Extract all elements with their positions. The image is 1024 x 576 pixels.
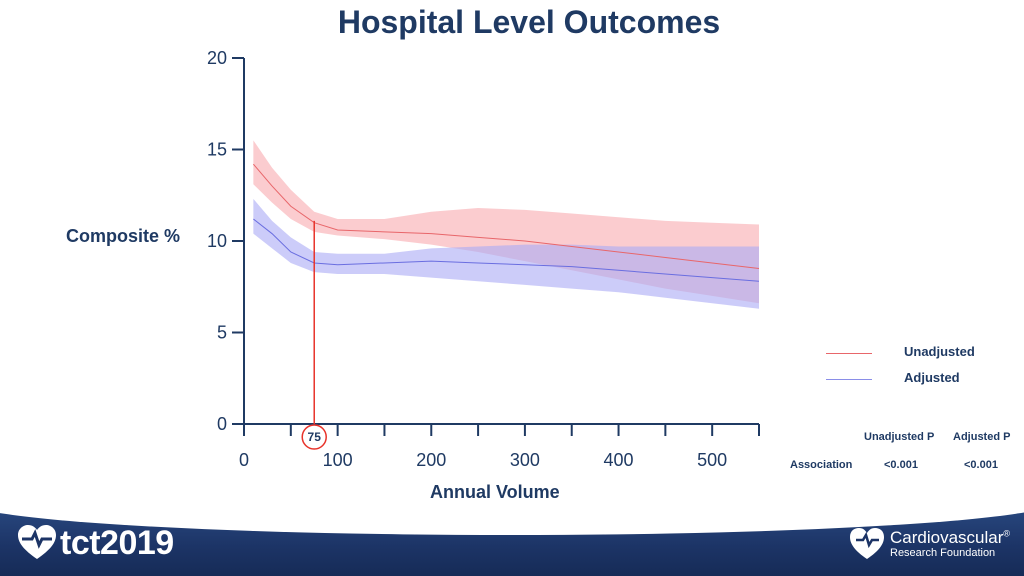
x-axis-label: Annual Volume: [430, 482, 560, 502]
crf-brand-title: Cardiovascular®: [890, 528, 1010, 548]
y-tick-label: 10: [207, 231, 227, 251]
crf-brand-subtitle: Research Foundation: [890, 547, 996, 559]
annotation-label: 75: [308, 430, 322, 444]
series-line-unadjusted: [252, 163, 760, 269]
x-tick-label: 500: [697, 450, 727, 470]
pvalue-header-unadjusted: Unadjusted P: [864, 431, 935, 443]
confidence-bands: [253, 140, 759, 309]
y-axis-label: Composite %: [66, 226, 181, 246]
annotation-group: 75: [301, 220, 327, 450]
y-tick-label: 0: [217, 414, 227, 434]
y-tick-label: 20: [207, 48, 227, 68]
pvalue-row-label: Association: [790, 459, 853, 471]
legend-item-unadjusted: Unadjusted: [826, 344, 1006, 364]
page-title: Hospital Level Outcomes: [337, 4, 721, 40]
y-tick-label: 5: [217, 323, 227, 343]
crf-heart-icon: [850, 528, 884, 559]
pvalue-unadjusted: <0.001: [884, 459, 918, 471]
legend-label-adjusted: Adjusted: [904, 370, 960, 385]
x-tick-label: 300: [510, 450, 540, 470]
tct-logo-text: tct2019: [60, 524, 174, 562]
crf-brand-title-text: Cardiovascular: [890, 528, 1004, 547]
x-tick-label: 200: [416, 450, 446, 470]
pvalue-header-adjusted: Adjusted P: [953, 431, 1011, 443]
x-tick-label: 100: [323, 450, 353, 470]
x-tick-label: 0: [239, 450, 249, 470]
legend-label-unadjusted: Unadjusted: [904, 344, 975, 359]
tct-heart-icon: [18, 525, 56, 559]
y-tick-label: 15: [207, 140, 227, 160]
pvalue-adjusted: <0.001: [964, 459, 998, 471]
x-tick-label: 400: [604, 450, 634, 470]
legend-swatch-adjusted: [826, 379, 872, 380]
legend-item-adjusted: Adjusted: [826, 370, 1006, 390]
annotation-circle: [301, 424, 327, 450]
series-lines: [252, 163, 760, 282]
series-line-adjusted: [253, 218, 760, 282]
band-adjusted: [253, 198, 759, 309]
legend-swatch-unadjusted: [826, 353, 872, 354]
crf-brand-mark: ®: [1003, 528, 1011, 539]
